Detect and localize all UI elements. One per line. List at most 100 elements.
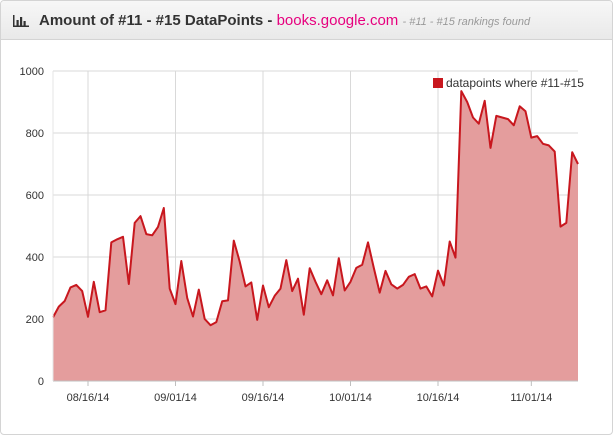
data-point[interactable]	[122, 236, 124, 238]
data-point[interactable]	[238, 260, 240, 262]
data-point[interactable]	[320, 293, 322, 295]
data-point[interactable]	[565, 222, 567, 224]
data-point[interactable]	[448, 240, 450, 242]
data-point[interactable]	[384, 270, 386, 272]
data-point[interactable]	[174, 303, 176, 305]
data-point[interactable]	[63, 300, 65, 302]
data-point[interactable]	[553, 150, 555, 152]
data-point[interactable]	[396, 287, 398, 289]
data-point[interactable]	[209, 324, 211, 326]
data-point[interactable]	[361, 264, 363, 266]
data-point[interactable]	[542, 143, 544, 145]
data-point[interactable]	[285, 259, 287, 261]
title-text: Amount of #11 - #15 DataPoints -	[39, 12, 273, 29]
data-point[interactable]	[367, 241, 369, 243]
data-point[interactable]	[577, 163, 579, 165]
data-point[interactable]	[343, 289, 345, 291]
data-point[interactable]	[69, 286, 71, 288]
data-point[interactable]	[349, 281, 351, 283]
data-point[interactable]	[408, 276, 410, 278]
data-point[interactable]	[548, 144, 550, 146]
data-point[interactable]	[501, 116, 503, 118]
x-tick-label: 11/01/14	[510, 392, 552, 404]
data-point[interactable]	[518, 105, 520, 107]
data-point[interactable]	[75, 284, 77, 286]
data-point[interactable]	[221, 300, 223, 302]
x-tick-label: 10/16/14	[417, 392, 460, 404]
data-point[interactable]	[215, 321, 217, 323]
data-point[interactable]	[571, 151, 573, 153]
data-point[interactable]	[402, 284, 404, 286]
data-point[interactable]	[413, 273, 415, 275]
data-point[interactable]	[192, 315, 194, 317]
data-point[interactable]	[495, 115, 497, 117]
data-point[interactable]	[478, 123, 480, 125]
x-tick-label: 09/16/14	[242, 392, 285, 404]
data-point[interactable]	[128, 283, 130, 285]
data-point[interactable]	[308, 267, 310, 269]
data-point[interactable]	[279, 287, 281, 289]
data-point[interactable]	[151, 234, 153, 236]
data-point[interactable]	[104, 309, 106, 311]
data-point[interactable]	[489, 147, 491, 149]
data-point[interactable]	[507, 118, 509, 120]
data-point[interactable]	[326, 279, 328, 281]
data-point[interactable]	[273, 295, 275, 297]
data-point[interactable]	[180, 260, 182, 262]
data-point[interactable]	[157, 226, 159, 228]
data-point[interactable]	[332, 294, 334, 296]
y-tick-label: 800	[26, 128, 44, 140]
data-point[interactable]	[262, 284, 264, 286]
data-point[interactable]	[163, 207, 165, 209]
data-point[interactable]	[524, 110, 526, 112]
data-point[interactable]	[466, 101, 468, 103]
data-point[interactable]	[454, 256, 456, 258]
data-point[interactable]	[530, 136, 532, 138]
data-point[interactable]	[203, 318, 205, 320]
data-point[interactable]	[355, 267, 357, 269]
data-point[interactable]	[110, 241, 112, 243]
data-point[interactable]	[419, 287, 421, 289]
data-point[interactable]	[168, 287, 170, 289]
data-point[interactable]	[460, 90, 462, 92]
data-point[interactable]	[227, 299, 229, 301]
data-point[interactable]	[87, 316, 89, 318]
chart-subtitle: - #11 - #15 rankings found	[402, 16, 531, 28]
data-point[interactable]	[116, 238, 118, 240]
data-point[interactable]	[250, 281, 252, 283]
data-point[interactable]	[559, 225, 561, 227]
data-point[interactable]	[133, 222, 135, 224]
data-point[interactable]	[186, 297, 188, 299]
data-point[interactable]	[513, 124, 515, 126]
data-point[interactable]	[425, 285, 427, 287]
data-point[interactable]	[256, 319, 258, 321]
data-point[interactable]	[297, 278, 299, 280]
data-point[interactable]	[314, 281, 316, 283]
domain-link[interactable]: books.google.com	[276, 12, 399, 29]
data-point[interactable]	[443, 284, 445, 286]
data-point[interactable]	[58, 305, 60, 307]
series-area-fill	[53, 91, 578, 381]
chart-legend: datapoints where #11-#15	[433, 76, 584, 90]
data-point[interactable]	[483, 100, 485, 102]
data-point[interactable]	[145, 233, 147, 235]
data-point[interactable]	[431, 295, 433, 297]
data-point[interactable]	[198, 288, 200, 290]
data-point[interactable]	[93, 281, 95, 283]
data-point[interactable]	[268, 306, 270, 308]
data-point[interactable]	[437, 269, 439, 271]
data-point[interactable]	[378, 291, 380, 293]
data-point[interactable]	[536, 135, 538, 137]
data-point[interactable]	[472, 116, 474, 118]
data-point[interactable]	[338, 257, 340, 259]
data-point[interactable]	[390, 283, 392, 285]
data-point[interactable]	[81, 290, 83, 292]
data-point[interactable]	[139, 215, 141, 217]
data-point[interactable]	[233, 239, 235, 241]
data-point[interactable]	[373, 267, 375, 269]
data-point[interactable]	[291, 290, 293, 292]
data-point[interactable]	[98, 311, 100, 313]
data-point[interactable]	[303, 313, 305, 315]
x-tick-label: 09/01/14	[154, 392, 197, 404]
data-point[interactable]	[244, 285, 246, 287]
